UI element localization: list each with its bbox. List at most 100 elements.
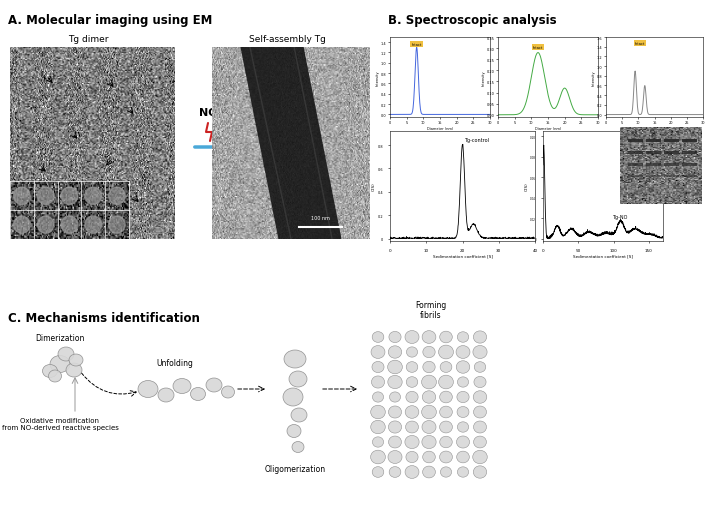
X-axis label: Diameter (nm): Diameter (nm) bbox=[427, 127, 453, 131]
Ellipse shape bbox=[422, 406, 437, 419]
Text: Unfolding: Unfolding bbox=[157, 358, 193, 367]
Ellipse shape bbox=[457, 377, 469, 387]
Ellipse shape bbox=[48, 370, 62, 382]
Text: Tg: Tg bbox=[688, 129, 692, 133]
Ellipse shape bbox=[372, 362, 384, 373]
Ellipse shape bbox=[388, 421, 402, 433]
Ellipse shape bbox=[439, 436, 452, 448]
Ellipse shape bbox=[85, 217, 102, 234]
Ellipse shape bbox=[109, 217, 125, 234]
Ellipse shape bbox=[388, 450, 402, 464]
Ellipse shape bbox=[406, 391, 418, 403]
Ellipse shape bbox=[406, 451, 418, 463]
Ellipse shape bbox=[473, 450, 487, 464]
Ellipse shape bbox=[390, 392, 400, 402]
Ellipse shape bbox=[372, 467, 384, 477]
Ellipse shape bbox=[439, 451, 452, 463]
Ellipse shape bbox=[406, 377, 417, 387]
Text: Forming
fibrils: Forming fibrils bbox=[415, 300, 447, 319]
Ellipse shape bbox=[222, 386, 234, 398]
Ellipse shape bbox=[457, 361, 470, 374]
Ellipse shape bbox=[371, 450, 386, 464]
Ellipse shape bbox=[405, 406, 419, 419]
Ellipse shape bbox=[405, 436, 419, 448]
Ellipse shape bbox=[206, 378, 222, 392]
Ellipse shape bbox=[474, 436, 486, 448]
Ellipse shape bbox=[405, 466, 419, 478]
Ellipse shape bbox=[373, 392, 383, 402]
Ellipse shape bbox=[439, 345, 454, 359]
Ellipse shape bbox=[292, 442, 304, 452]
Ellipse shape bbox=[423, 362, 435, 373]
Y-axis label: Intensity: Intensity bbox=[376, 70, 380, 86]
Ellipse shape bbox=[38, 217, 54, 234]
Text: Tg-NO: Tg-NO bbox=[611, 215, 627, 220]
Ellipse shape bbox=[371, 421, 386, 434]
Ellipse shape bbox=[61, 188, 77, 205]
Text: Tg-control: Tg-control bbox=[464, 137, 489, 142]
Ellipse shape bbox=[372, 332, 384, 343]
Ellipse shape bbox=[473, 346, 487, 359]
Ellipse shape bbox=[109, 188, 125, 205]
Ellipse shape bbox=[439, 391, 452, 403]
Ellipse shape bbox=[457, 407, 469, 418]
Bar bbox=[682, 175, 697, 178]
Y-axis label: Intensity: Intensity bbox=[481, 70, 485, 86]
Bar bbox=[665, 152, 679, 155]
Text: Intact: Intact bbox=[532, 46, 543, 50]
Ellipse shape bbox=[173, 379, 191, 394]
Bar bbox=[682, 164, 697, 166]
Ellipse shape bbox=[66, 363, 82, 377]
Ellipse shape bbox=[457, 451, 469, 463]
Ellipse shape bbox=[474, 331, 486, 343]
Ellipse shape bbox=[457, 436, 469, 448]
Ellipse shape bbox=[474, 421, 486, 433]
Ellipse shape bbox=[474, 362, 486, 373]
Ellipse shape bbox=[50, 356, 70, 373]
Ellipse shape bbox=[457, 332, 469, 342]
Ellipse shape bbox=[439, 331, 452, 343]
Ellipse shape bbox=[388, 361, 403, 374]
Ellipse shape bbox=[423, 346, 435, 358]
Bar bbox=[682, 139, 697, 143]
Ellipse shape bbox=[389, 467, 401, 477]
Ellipse shape bbox=[43, 365, 58, 378]
Ellipse shape bbox=[388, 376, 402, 389]
Polygon shape bbox=[241, 48, 342, 239]
Text: A. Molecular imaging using EM: A. Molecular imaging using EM bbox=[8, 14, 212, 27]
Ellipse shape bbox=[158, 388, 174, 402]
Bar bbox=[646, 175, 661, 178]
Ellipse shape bbox=[422, 435, 436, 449]
Ellipse shape bbox=[388, 436, 401, 448]
Ellipse shape bbox=[422, 466, 435, 478]
Bar bbox=[646, 152, 661, 155]
Ellipse shape bbox=[440, 467, 452, 477]
Text: Dimerization: Dimerization bbox=[36, 333, 84, 342]
Ellipse shape bbox=[388, 346, 402, 359]
Ellipse shape bbox=[58, 347, 74, 361]
Ellipse shape bbox=[474, 391, 487, 403]
Ellipse shape bbox=[373, 437, 383, 447]
Ellipse shape bbox=[422, 421, 436, 434]
Y-axis label: C(S): C(S) bbox=[372, 182, 376, 191]
Ellipse shape bbox=[138, 381, 158, 398]
Text: Intact: Intact bbox=[635, 42, 645, 46]
Ellipse shape bbox=[456, 346, 470, 359]
Ellipse shape bbox=[474, 377, 486, 388]
Ellipse shape bbox=[85, 188, 102, 205]
Ellipse shape bbox=[289, 371, 307, 387]
Ellipse shape bbox=[388, 406, 402, 418]
X-axis label: Diameter (nm): Diameter (nm) bbox=[641, 127, 667, 131]
Y-axis label: C(S): C(S) bbox=[525, 182, 529, 191]
Ellipse shape bbox=[422, 451, 435, 463]
X-axis label: Sedimentation coefficient [S]: Sedimentation coefficient [S] bbox=[432, 254, 493, 258]
Ellipse shape bbox=[422, 391, 436, 403]
Ellipse shape bbox=[457, 467, 469, 477]
Ellipse shape bbox=[474, 466, 487, 478]
Ellipse shape bbox=[439, 375, 454, 389]
Ellipse shape bbox=[457, 422, 469, 432]
Ellipse shape bbox=[422, 375, 437, 389]
Ellipse shape bbox=[190, 388, 205, 400]
Ellipse shape bbox=[439, 421, 452, 433]
Ellipse shape bbox=[457, 391, 469, 403]
